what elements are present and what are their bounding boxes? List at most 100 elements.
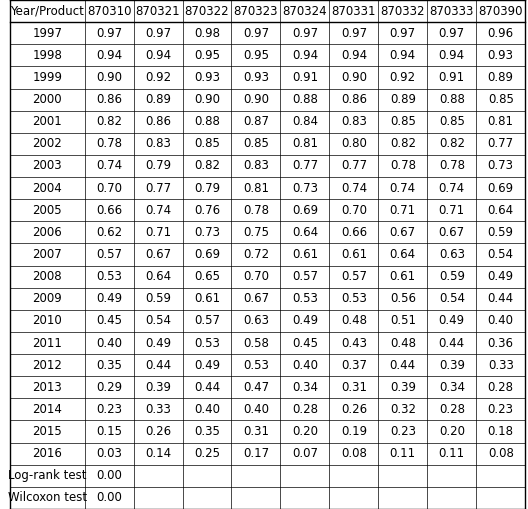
Text: 0.93: 0.93 <box>243 71 269 84</box>
Text: 0.76: 0.76 <box>194 204 220 217</box>
Text: 0.40: 0.40 <box>292 359 318 372</box>
Text: 0.70: 0.70 <box>243 270 269 283</box>
Text: 0.70: 0.70 <box>341 204 367 217</box>
Text: 0.49: 0.49 <box>292 315 318 327</box>
Text: 0.67: 0.67 <box>243 292 269 305</box>
Text: 0.82: 0.82 <box>390 137 416 150</box>
Text: 0.26: 0.26 <box>145 425 171 438</box>
Text: 0.37: 0.37 <box>341 359 367 372</box>
Text: 870321: 870321 <box>136 5 181 18</box>
Text: 0.93: 0.93 <box>194 71 220 84</box>
Text: 0.71: 0.71 <box>145 226 171 239</box>
Text: 0.57: 0.57 <box>96 248 122 261</box>
Text: 0.74: 0.74 <box>390 182 416 194</box>
Text: 0.77: 0.77 <box>341 159 367 173</box>
Text: 2006: 2006 <box>32 226 62 239</box>
Text: 0.90: 0.90 <box>243 93 269 106</box>
Text: 0.77: 0.77 <box>145 182 171 194</box>
Text: 2008: 2008 <box>32 270 62 283</box>
Text: 0.63: 0.63 <box>243 315 269 327</box>
Text: 0.85: 0.85 <box>439 115 465 128</box>
Text: 0.81: 0.81 <box>243 182 269 194</box>
Text: 0.95: 0.95 <box>243 49 269 62</box>
Text: 870324: 870324 <box>282 5 327 18</box>
Text: 0.59: 0.59 <box>145 292 171 305</box>
Text: 0.34: 0.34 <box>439 381 465 394</box>
Text: 0.92: 0.92 <box>390 71 416 84</box>
Text: 0.93: 0.93 <box>488 49 514 62</box>
Text: 2005: 2005 <box>32 204 62 217</box>
Text: 0.91: 0.91 <box>439 71 465 84</box>
Text: 0.88: 0.88 <box>194 115 220 128</box>
Text: 0.97: 0.97 <box>96 26 122 40</box>
Text: 0.85: 0.85 <box>488 93 514 106</box>
Text: 0.77: 0.77 <box>292 159 318 173</box>
Text: 0.35: 0.35 <box>194 425 220 438</box>
Text: 0.96: 0.96 <box>488 26 514 40</box>
Text: 0.97: 0.97 <box>243 26 269 40</box>
Text: 0.89: 0.89 <box>488 71 514 84</box>
Text: 0.88: 0.88 <box>292 93 318 106</box>
Text: 0.54: 0.54 <box>488 248 514 261</box>
Text: 0.28: 0.28 <box>439 403 465 416</box>
Text: 0.53: 0.53 <box>243 359 269 372</box>
Text: 0.67: 0.67 <box>145 248 171 261</box>
Text: 0.74: 0.74 <box>145 204 171 217</box>
Text: 0.94: 0.94 <box>292 49 318 62</box>
Text: 0.49: 0.49 <box>145 336 171 350</box>
Text: 0.90: 0.90 <box>341 71 367 84</box>
Text: 0.53: 0.53 <box>194 336 220 350</box>
Text: 0.23: 0.23 <box>488 403 514 416</box>
Text: 0.94: 0.94 <box>390 49 416 62</box>
Text: 0.26: 0.26 <box>341 403 367 416</box>
Text: 0.83: 0.83 <box>341 115 367 128</box>
Text: 0.20: 0.20 <box>439 425 465 438</box>
Text: 2010: 2010 <box>32 315 62 327</box>
Text: 0.44: 0.44 <box>194 381 220 394</box>
Text: Wilcoxon test: Wilcoxon test <box>8 491 87 504</box>
Text: 0.97: 0.97 <box>390 26 416 40</box>
Text: 0.84: 0.84 <box>292 115 318 128</box>
Text: 0.98: 0.98 <box>194 26 220 40</box>
Text: 0.35: 0.35 <box>96 359 122 372</box>
Text: 0.54: 0.54 <box>439 292 465 305</box>
Text: 0.67: 0.67 <box>390 226 416 239</box>
Text: 0.49: 0.49 <box>439 315 465 327</box>
Text: 2003: 2003 <box>32 159 62 173</box>
Text: 0.23: 0.23 <box>96 403 122 416</box>
Text: 0.61: 0.61 <box>194 292 220 305</box>
Text: 0.31: 0.31 <box>341 381 367 394</box>
Text: 0.08: 0.08 <box>488 447 514 460</box>
Text: 2000: 2000 <box>32 93 62 106</box>
Text: 0.07: 0.07 <box>292 447 318 460</box>
Text: 0.81: 0.81 <box>488 115 514 128</box>
Text: 870322: 870322 <box>185 5 229 18</box>
Text: 0.94: 0.94 <box>439 49 465 62</box>
Text: 0.83: 0.83 <box>243 159 269 173</box>
Text: 0.74: 0.74 <box>96 159 122 173</box>
Text: 0.75: 0.75 <box>243 226 269 239</box>
Text: 0.72: 0.72 <box>243 248 269 261</box>
Text: 0.80: 0.80 <box>341 137 367 150</box>
Text: 0.15: 0.15 <box>96 425 122 438</box>
Text: 0.53: 0.53 <box>96 270 122 283</box>
Text: 0.53: 0.53 <box>292 292 318 305</box>
Text: 1998: 1998 <box>32 49 62 62</box>
Text: 0.58: 0.58 <box>243 336 269 350</box>
Text: 0.81: 0.81 <box>292 137 318 150</box>
Text: 0.17: 0.17 <box>243 447 269 460</box>
Text: 0.94: 0.94 <box>145 49 171 62</box>
Text: 0.87: 0.87 <box>243 115 269 128</box>
Text: 0.65: 0.65 <box>194 270 220 283</box>
Text: 0.97: 0.97 <box>292 26 318 40</box>
Text: 0.57: 0.57 <box>292 270 318 283</box>
Text: 0.49: 0.49 <box>96 292 122 305</box>
Text: 0.39: 0.39 <box>145 381 171 394</box>
Text: 0.86: 0.86 <box>341 93 367 106</box>
Text: 0.45: 0.45 <box>96 315 122 327</box>
Text: 0.79: 0.79 <box>145 159 171 173</box>
Text: 0.94: 0.94 <box>341 49 367 62</box>
Text: 870323: 870323 <box>234 5 278 18</box>
Text: 0.61: 0.61 <box>341 248 367 261</box>
Text: 0.47: 0.47 <box>243 381 269 394</box>
